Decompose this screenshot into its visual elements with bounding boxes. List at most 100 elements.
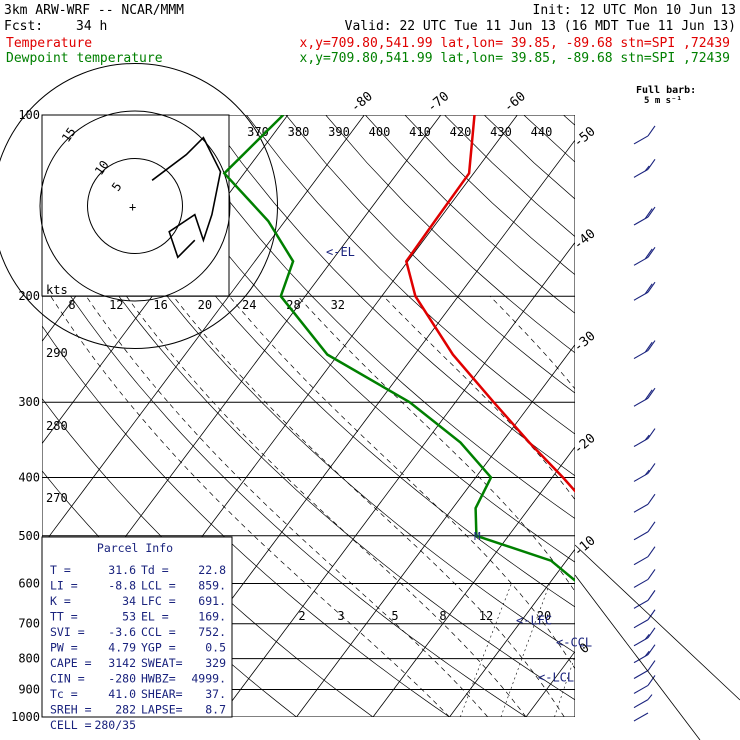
wind-barb — [633, 463, 656, 482]
mixing-ratio-upper-label: 16 — [153, 298, 167, 312]
level-label: <-CCL — [556, 635, 592, 649]
parcel-key-1: TT = — [50, 610, 78, 624]
dry-adiabat — [246, 115, 575, 435]
pressure-tick-label: 500 — [18, 529, 40, 543]
dry-adiabat — [42, 177, 575, 701]
mixing-ratio-lower-label: 5 — [391, 609, 398, 623]
parcel-key-2: LCL = — [141, 579, 176, 593]
fcst-label: Fcst: — [4, 19, 43, 34]
dry-adiabat — [166, 115, 575, 519]
theta-e-label: 380 — [288, 125, 310, 139]
init-time: Init: 12 UTC Mon 10 Jun 13 — [533, 3, 737, 18]
theta-label: 270 — [46, 491, 68, 505]
wind-barb — [633, 281, 656, 301]
parcel-key-2: LAPSE= — [141, 703, 183, 717]
location-red: x,y=709.80,541.99 lat,lon= 39.85, -89.68… — [300, 36, 730, 51]
valid-time: Valid: 22 UTC Tue 11 Jun 13 (16 MDT Tue … — [345, 19, 736, 34]
mixing-ratio-line — [554, 655, 575, 717]
dry-adiabat — [603, 115, 740, 717]
wind-barb — [633, 125, 656, 145]
mixing-ratio-upper-label: 24 — [242, 298, 256, 312]
isotherm-tick-label: -70 — [425, 89, 453, 116]
right-guide-line — [574, 574, 701, 740]
pressure-tick-label: 800 — [18, 652, 40, 666]
parcel-key-2: EL = — [141, 610, 169, 624]
theta-e-label: 430 — [490, 125, 512, 139]
mixing-ratio-lower-label: 8 — [439, 609, 446, 623]
mixing-ratio-lower-label: 3 — [337, 609, 344, 623]
dry-adiabat — [47, 115, 575, 654]
parcel-key-2: SWEAT= — [141, 656, 183, 670]
parcel-key-1: CAPE = — [50, 656, 92, 670]
model-title: 3km ARW-WRF -- NCAR/MMM — [4, 3, 184, 18]
parcel-info-panel: Parcel Info T = 31.6 Td = 22.8 LI = -8.8 LCL = 8… — [41, 536, 233, 732]
parcel-key-2: CCL = — [141, 625, 176, 639]
wind-barb — [633, 660, 656, 679]
dry-adiabat — [206, 115, 575, 477]
mixing-ratio-lower-label: 20 — [537, 609, 551, 623]
dry-adiabat — [444, 115, 575, 238]
parcel-value-1: 282 — [115, 703, 136, 717]
wind-barb — [633, 609, 656, 629]
dry-adiabat — [285, 115, 575, 394]
hodograph-box — [41, 114, 230, 297]
mixing-ratio-line — [460, 583, 512, 717]
parcel-value-2: 37. — [205, 687, 226, 701]
barb-key-units: 5 m s⁻¹ — [644, 96, 682, 106]
moist-adiabat — [126, 295, 527, 717]
parcel-value-2: 0.5 — [205, 641, 226, 655]
wind-barb — [633, 694, 653, 709]
moist-adiabat — [723, 296, 740, 717]
wind-barb — [633, 590, 656, 609]
parcel-value-1: 4.79 — [108, 641, 136, 655]
parcel-value-1: 280/35 — [94, 718, 136, 732]
wind-barb — [633, 521, 656, 541]
wind-barb — [633, 712, 649, 722]
wind-barb — [633, 246, 656, 266]
isotherm-line — [372, 446, 575, 717]
wind-barb — [633, 387, 656, 407]
pressure-tick-label: 600 — [18, 576, 40, 590]
dry-adiabat — [127, 115, 575, 563]
parcel-key-1: K = — [50, 594, 71, 608]
dry-adiabat — [404, 115, 575, 276]
theta-label: 290 — [46, 346, 68, 360]
isotherm-line — [449, 548, 575, 717]
parcel-info-box — [41, 536, 233, 718]
level-label: <-LCL — [538, 670, 574, 684]
isotherm-line — [219, 241, 575, 717]
wind-barb — [633, 627, 656, 647]
mixing-ratio-line — [500, 583, 551, 717]
pressure-tick-label: 900 — [18, 682, 40, 696]
parcel-value-2: 4999. — [191, 672, 226, 686]
right-guide-line — [574, 544, 740, 701]
isotherm-tick-label: -50 — [571, 124, 599, 151]
isotherm-tick-label: -40 — [571, 226, 599, 253]
isotherm-tick-label: -60 — [501, 89, 529, 116]
parcel-key-1: PW = — [50, 641, 78, 655]
isotherm-line — [525, 650, 575, 717]
parcel-key-2: LFC = — [141, 594, 176, 608]
parcel-value-1: 34 — [122, 594, 136, 608]
parcel-value-2: 752. — [198, 625, 226, 639]
mixing-ratio-upper-label: 20 — [198, 298, 212, 312]
parcel-value-2: 691. — [198, 594, 226, 608]
parcel-key-2: YGP = — [141, 641, 176, 655]
dewpoint-legend: Dewpoint temperature — [6, 51, 163, 66]
parcel-info-title: Parcel Info — [97, 541, 173, 555]
theta-e-label: 410 — [409, 125, 431, 139]
mark-M: M — [474, 530, 481, 543]
level-markers: <-EL <-LFC <-CCL <-LCL — [326, 245, 592, 684]
wind-barb — [633, 675, 656, 694]
dry-adiabat — [365, 115, 575, 314]
parcel-key-1: SREH = — [50, 703, 92, 717]
isotherm-tick-label: -10 — [571, 533, 599, 560]
level-label: <-LFC — [516, 613, 552, 627]
mixing-ratio-upper-label: 32 — [331, 298, 345, 312]
parcel-key-1: CIN = — [50, 672, 85, 686]
parcel-key-1: CELL = — [50, 718, 92, 732]
hodograph-ring-label: 10 — [92, 158, 112, 178]
dry-adiabat — [722, 115, 740, 717]
